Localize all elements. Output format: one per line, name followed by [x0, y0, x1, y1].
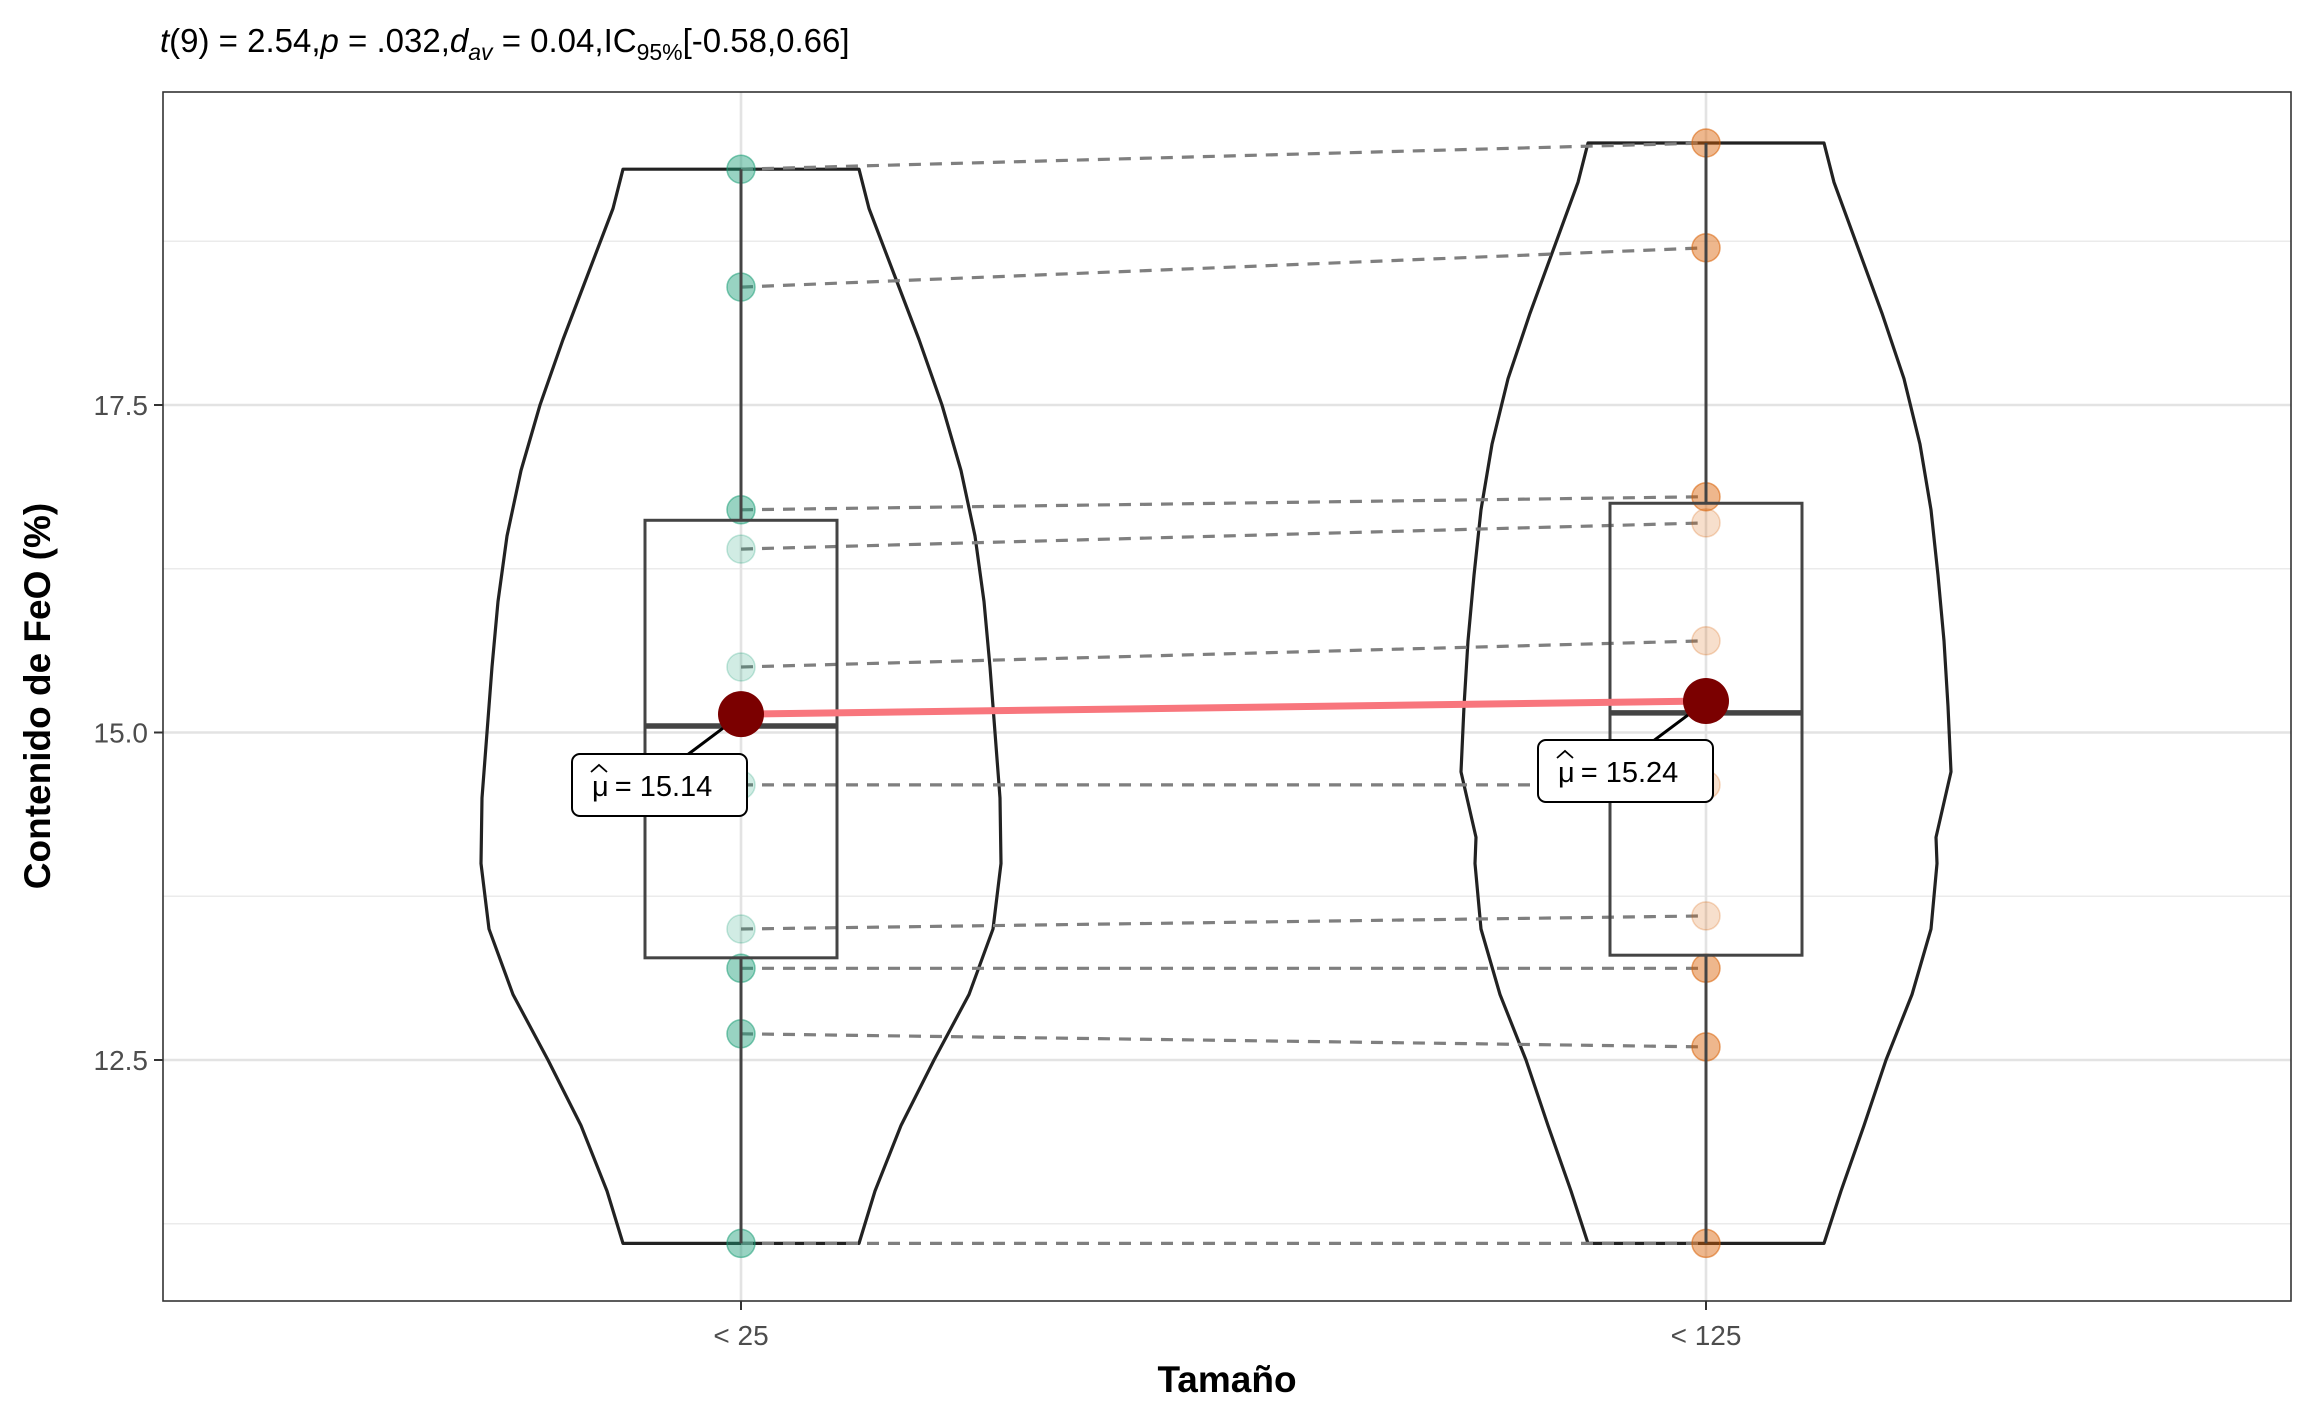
y-tick-label: 12.5	[94, 1045, 149, 1076]
y-axis-title: Contenido de FeO (%)	[17, 503, 58, 889]
x-tick-label: < 125	[1671, 1320, 1742, 1351]
mean-label-text: μ = 15.24	[1558, 757, 1678, 789]
data-point	[726, 914, 756, 944]
paired-line	[740, 495, 1707, 512]
violin-lt25	[479, 167, 1003, 1245]
y-tick-label: 17.5	[94, 390, 149, 421]
mean-label-text: μ = 15.14	[592, 771, 712, 803]
means: μ = 15.14 μ = 15.24	[571, 678, 1729, 817]
paired-lines	[740, 141, 1707, 1246]
mean-value: = 15.24	[1581, 757, 1679, 789]
chart-subtitle: t(9) = 2.54,p = .032,dav = 0.04,IC95%[-0…	[160, 22, 850, 65]
paired-line	[740, 246, 1707, 289]
y-tick-label: 15.0	[94, 718, 149, 749]
data-point	[1691, 508, 1721, 538]
plot-panel-border	[162, 91, 2292, 1302]
box	[643, 518, 839, 960]
data-point	[1691, 626, 1721, 656]
paired-line	[740, 521, 1707, 551]
paired-line	[740, 1032, 1707, 1049]
gridlines	[163, 92, 2291, 1301]
paired-line	[740, 639, 1707, 669]
paired-line	[740, 141, 1707, 171]
mu-symbol: μ	[1558, 757, 1575, 789]
mean-label-box	[1537, 739, 1714, 803]
data-point	[1691, 901, 1721, 931]
mean-point	[1683, 678, 1729, 725]
data-point	[726, 534, 756, 564]
mean-label-box	[571, 753, 748, 817]
hat-accent	[590, 763, 608, 773]
mean-connector-line	[740, 697, 1707, 718]
x-tick-label: < 25	[713, 1320, 768, 1351]
axes: 12.5 15.0 17.5 < 25 < 125	[94, 390, 1742, 1351]
x-axis-title: Tamaño	[1157, 1359, 1296, 1400]
violins	[479, 141, 1953, 1245]
hat-accent	[1556, 749, 1574, 759]
mu-symbol: μ	[592, 771, 609, 803]
data-point	[726, 652, 756, 682]
boxplots	[643, 143, 1804, 1244]
mean-value: = 15.14	[615, 771, 713, 803]
paired-line	[740, 914, 1707, 931]
mean-point	[718, 691, 764, 738]
box	[1608, 501, 1804, 957]
data-points	[726, 128, 1721, 1259]
